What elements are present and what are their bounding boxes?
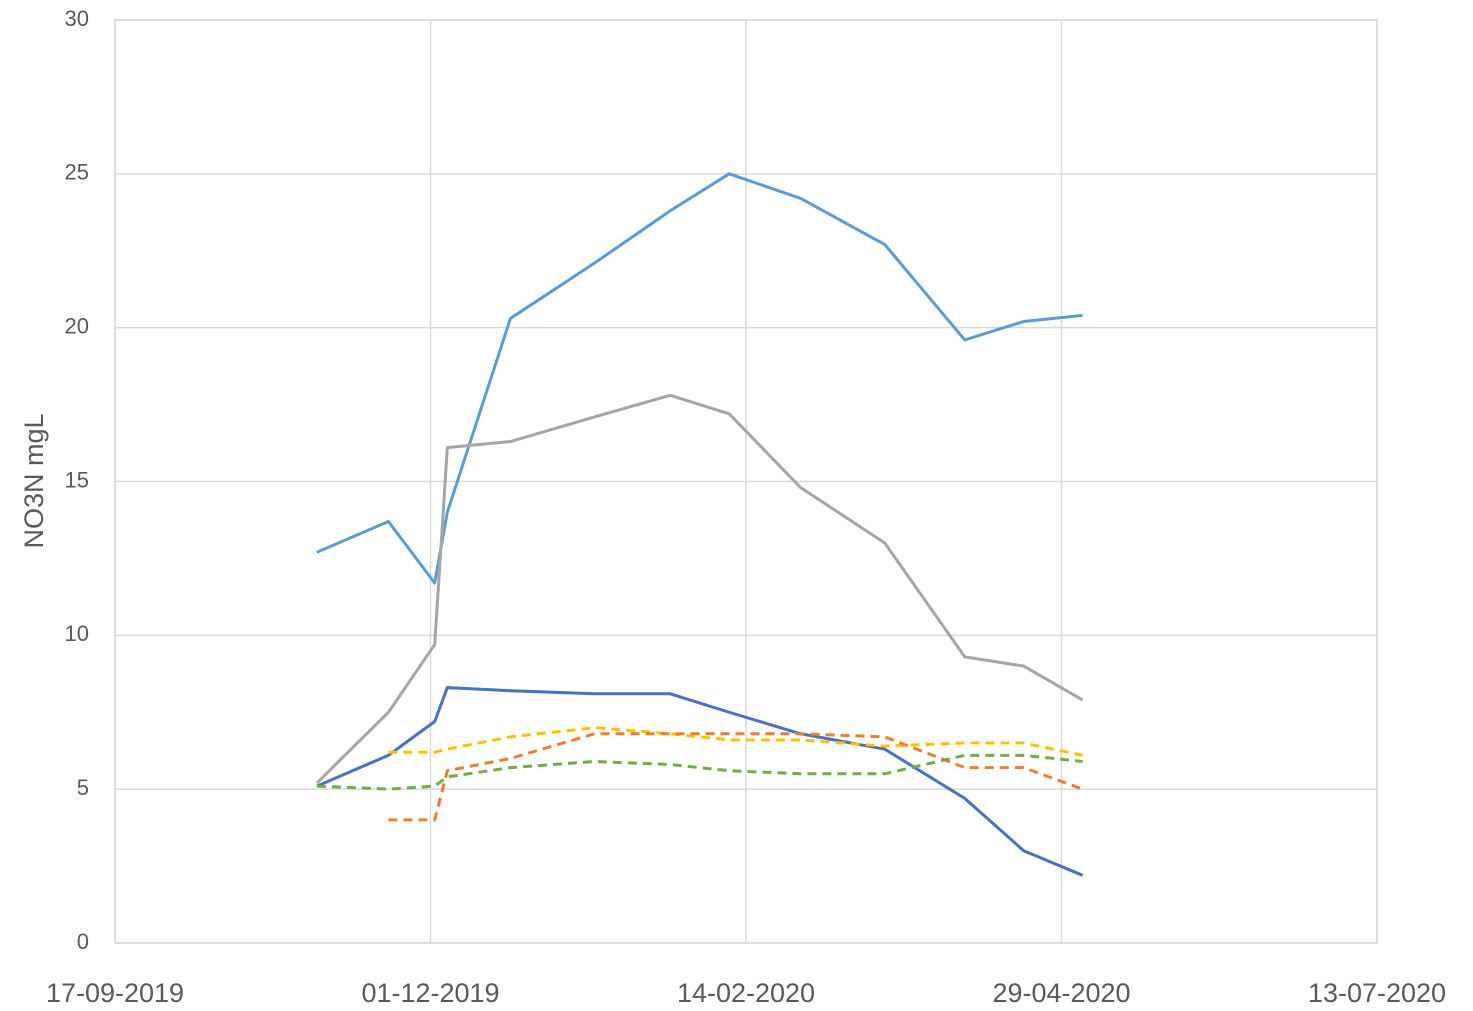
- y-tick-label: 25: [65, 160, 89, 185]
- x-tick-label: 14-02-2020: [677, 978, 815, 1008]
- y-tick-label: 30: [65, 6, 89, 31]
- x-tick-label: 17-09-2019: [46, 978, 184, 1008]
- x-tick-label: 01-12-2019: [361, 978, 499, 1008]
- x-tick-label: 29-04-2020: [992, 978, 1130, 1008]
- x-tick-label: 13-07-2020: [1308, 978, 1446, 1008]
- y-tick-label: 20: [65, 313, 89, 338]
- y-tick-label: 15: [65, 467, 89, 492]
- series-line: [388, 732, 1084, 822]
- y-tick-label: 10: [65, 621, 89, 646]
- y-axis-label: NO3N mgL: [19, 413, 49, 548]
- series-line: [316, 172, 1083, 585]
- series-line: [316, 686, 1084, 877]
- y-tick-label: 0: [77, 929, 89, 954]
- series-line: [316, 753, 1083, 791]
- y-tick-label: 5: [77, 775, 89, 800]
- series-line: [315, 393, 1084, 785]
- series-line: [388, 726, 1083, 757]
